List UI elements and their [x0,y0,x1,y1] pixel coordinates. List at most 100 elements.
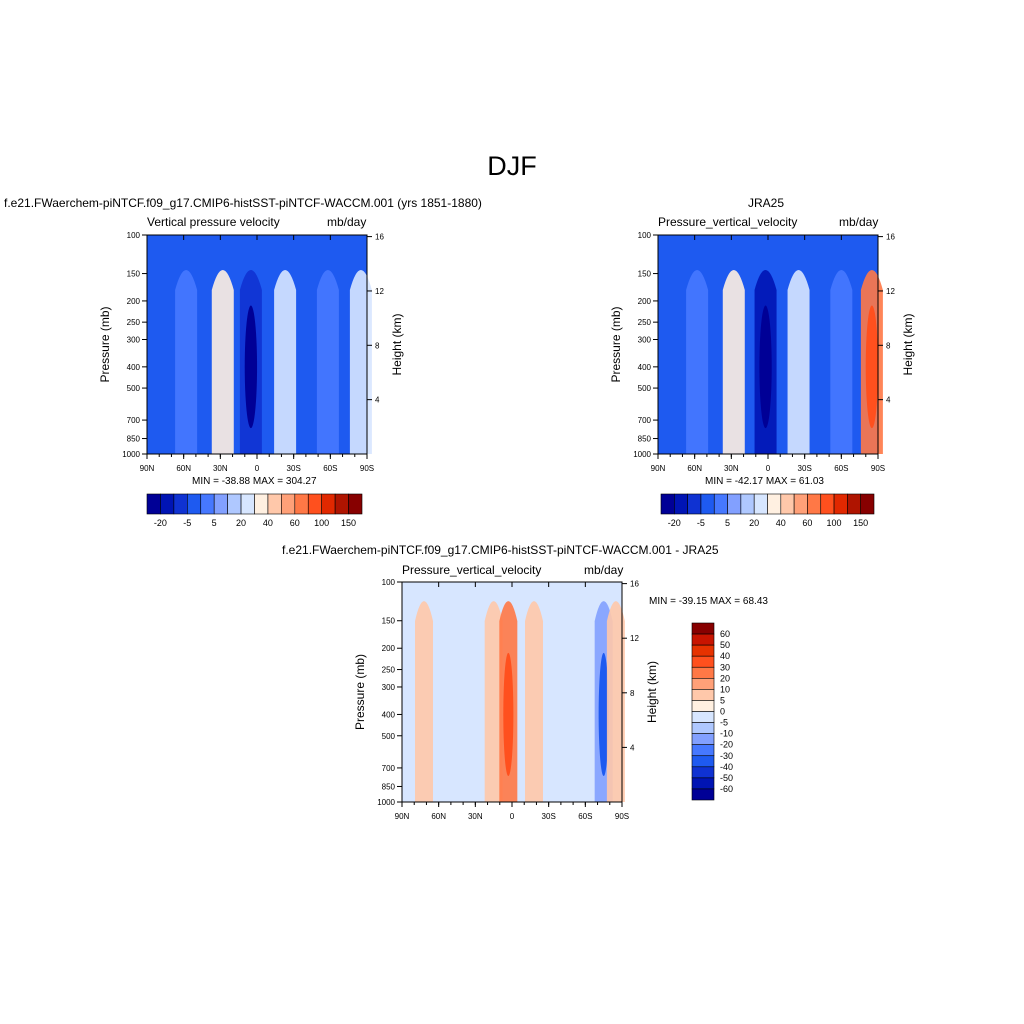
colorbar-swatch [807,493,822,515]
y-tick-label: 400 [638,363,652,372]
colorbar-label: 5 [212,518,217,528]
colorbar-swatch [700,493,715,515]
colorbar-label: 5 [720,695,725,705]
colorbar-label: -20 [668,518,681,528]
y-tick-label: 200 [382,644,396,653]
x-tick-label: 0 [255,464,260,473]
y-tick-label: 700 [382,764,396,773]
colorbar-swatch [687,493,702,515]
colorbar-swatch [820,493,835,515]
y-tick-label: 300 [127,335,141,344]
y-tick-label: 150 [127,270,141,279]
heatmap-core [244,305,258,429]
x-tick-label: 30N [213,464,228,473]
panel-model-minmax: MIN = -38.88 MAX = 304.27 [192,476,317,487]
colorbar-swatch [691,711,715,723]
y-tick-label: 700 [127,416,141,425]
x-tick-label: 90N [140,464,155,473]
heatmap-feature [787,269,810,454]
x-tick-label: 60N [687,464,702,473]
heatmap-feature [722,269,745,454]
y2-tick-label: 16 [886,233,895,242]
y-tick-label: 150 [638,270,652,279]
colorbar-swatch [254,493,269,515]
figure-title: DJF [487,151,537,181]
colorbar-label: 40 [776,518,786,528]
colorbar-swatch [160,493,175,515]
heatmap-feature [525,601,543,802]
y-tick-label: 300 [638,335,652,344]
y2-axis-label: Height (km) [645,661,659,723]
colorbar-swatch [713,493,728,515]
colorbar-swatch [146,493,161,515]
panel-diff-variable: Pressure_vertical_velocity [402,563,542,577]
x-tick-label: 30S [798,464,812,473]
colorbar-label: 40 [720,651,730,661]
x-tick-label: 30S [287,464,301,473]
y2-tick-label: 16 [630,580,639,589]
colorbar-swatch [740,493,755,515]
y2-tick-label: 12 [886,287,895,296]
colorbar-swatch [200,493,215,515]
colorbar-label: -50 [720,773,733,783]
x-tick-label: 30N [468,812,483,821]
colorbar-swatch [691,744,715,757]
heatmap-feature [830,269,853,454]
y-tick-label: 1000 [377,798,395,807]
y-tick-label: 250 [382,666,396,675]
colorbar-swatch [691,788,715,801]
colorbar-swatch [691,622,715,635]
colorbar-swatch [691,689,715,701]
colorbar-swatch [691,755,715,768]
colorbar-label: 50 [720,640,730,650]
y-tick-label: 500 [638,384,652,393]
colorbar-swatch [767,493,782,515]
y-tick-label: 1000 [122,450,140,459]
colorbar-label: -20 [154,518,167,528]
heatmap-core [759,305,772,429]
colorbar-label: 150 [853,518,868,528]
y2-tick-label: 4 [375,396,380,405]
x-tick-label: 0 [510,812,515,821]
y-axis-label: Pressure (mb) [609,306,623,382]
colorbar-label: 150 [341,518,356,528]
y2-axis-label: Height (km) [390,313,404,375]
y2-tick-label: 4 [886,396,891,405]
colorbar-label: -20 [720,740,733,750]
colorbar-label: 10 [720,684,730,694]
colorbar-swatch [307,493,322,515]
y2-tick-label: 12 [630,634,639,643]
colorbar-swatch [833,493,848,515]
heatmap-feature [686,269,709,454]
colorbar-label: 20 [236,518,246,528]
colorbar-swatch [691,722,715,734]
y-tick-label: 200 [638,297,652,306]
colorbar-label: -5 [183,518,191,528]
panel-model-variable: Vertical pressure velocity [147,215,280,229]
colorbar-label: -30 [720,751,733,761]
colorbar-swatch [281,493,296,515]
heatmap-feature [274,269,297,454]
x-tick-label: 90S [871,464,885,473]
colorbar-label: 100 [827,518,842,528]
y-tick-label: 500 [382,732,396,741]
x-tick-label: 90N [395,812,410,821]
heatmap-feature [211,269,234,454]
y-tick-label: 850 [127,435,141,444]
y-tick-label: 100 [382,578,396,587]
colorbar-swatch [173,493,188,515]
colorbar-label: 60 [290,518,300,528]
colorbar-swatch [727,493,742,515]
y-tick-label: 150 [382,617,396,626]
y2-tick-label: 12 [375,287,384,296]
y-tick-label: 400 [127,363,141,372]
panel-diff-units: mb/day [584,563,624,577]
y-axis-label: Pressure (mb) [98,306,112,382]
colorbar-label: 20 [720,673,730,683]
colorbar-label: -5 [697,518,705,528]
colorbar-swatch [267,493,282,515]
y-tick-label: 850 [638,435,652,444]
colorbar-swatch [691,777,715,790]
colorbar-swatch [691,733,715,745]
colorbar-swatch [860,493,875,515]
